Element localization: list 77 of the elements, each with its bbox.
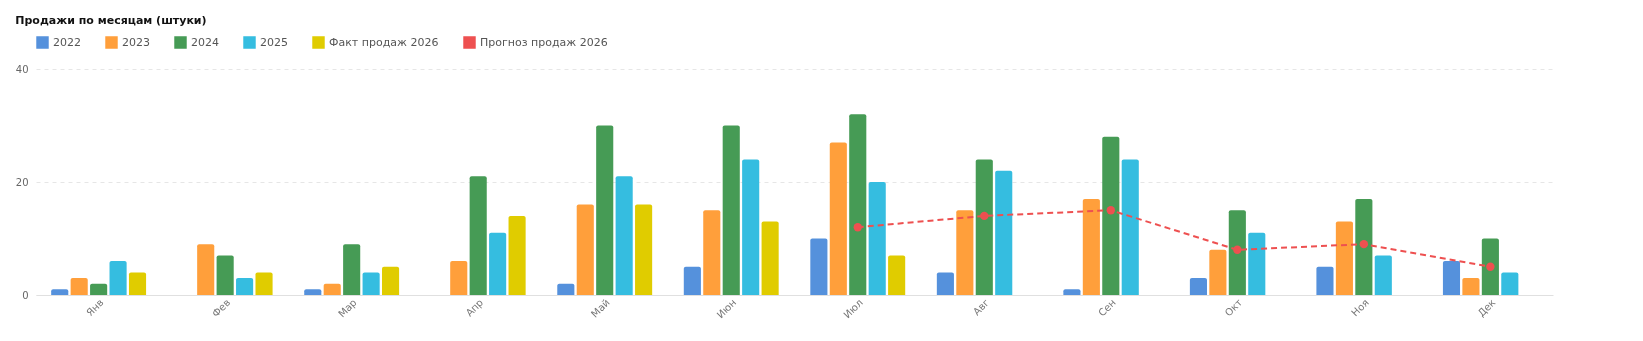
bar bbox=[995, 170, 1013, 295]
bar bbox=[635, 204, 653, 295]
y-tick-label: 40 bbox=[15, 63, 29, 75]
bar bbox=[888, 255, 906, 295]
bar bbox=[1335, 221, 1353, 295]
x-tick-label: Сен bbox=[1096, 296, 1118, 319]
x-tick-label: Мар bbox=[336, 296, 359, 320]
bar bbox=[382, 266, 400, 295]
bar bbox=[1121, 159, 1139, 295]
bar bbox=[703, 210, 721, 295]
legend-label: Прогноз продаж 2026 bbox=[480, 35, 608, 49]
bar bbox=[1063, 289, 1081, 295]
bar bbox=[1209, 249, 1227, 295]
x-tick-label: Янв bbox=[84, 296, 106, 319]
bar bbox=[557, 283, 575, 295]
x-tick-label: Авг bbox=[970, 296, 992, 318]
bar bbox=[742, 159, 760, 295]
bar bbox=[236, 278, 254, 295]
bar bbox=[1374, 255, 1392, 295]
bar bbox=[1248, 232, 1266, 295]
point bbox=[1233, 245, 1242, 254]
bar bbox=[489, 232, 507, 295]
legend-label: Факт продаж 2026 bbox=[329, 35, 439, 49]
x-tick-label: Апр bbox=[463, 296, 486, 319]
bar bbox=[1189, 278, 1207, 295]
legend-label: 2025 bbox=[260, 35, 288, 49]
x-tick-label: Окт bbox=[1222, 296, 1245, 319]
bar bbox=[1355, 198, 1373, 295]
bar bbox=[450, 261, 468, 295]
bar bbox=[722, 125, 740, 295]
bar bbox=[683, 266, 701, 295]
bar bbox=[323, 283, 341, 295]
bar bbox=[615, 176, 633, 295]
bar bbox=[362, 272, 380, 295]
bar bbox=[70, 278, 88, 295]
point bbox=[980, 211, 989, 221]
bar bbox=[849, 114, 867, 295]
legend-label: 2022 bbox=[53, 35, 81, 49]
bar bbox=[1442, 261, 1461, 295]
bar bbox=[1082, 198, 1100, 295]
bar bbox=[596, 125, 614, 295]
y-tick-label: 20 bbox=[15, 176, 29, 188]
bar bbox=[304, 289, 322, 295]
bar bbox=[343, 244, 361, 295]
chart-title: Продажи по месяцам (штуки) bbox=[15, 14, 207, 27]
legend-label: 2024 bbox=[191, 35, 219, 49]
bar bbox=[109, 261, 127, 295]
point bbox=[1106, 206, 1115, 215]
point bbox=[1486, 262, 1495, 271]
bar bbox=[90, 283, 108, 295]
bar bbox=[810, 238, 828, 295]
bar bbox=[829, 142, 847, 295]
bar bbox=[761, 221, 779, 295]
bar bbox=[51, 289, 69, 295]
bar bbox=[975, 159, 993, 295]
bar bbox=[868, 182, 886, 295]
point bbox=[1359, 239, 1369, 249]
bar bbox=[469, 176, 487, 295]
x-tick-label: Ноя bbox=[1349, 296, 1371, 319]
x-tick-label: Фев bbox=[209, 296, 233, 320]
y-tick-label: 0 bbox=[22, 289, 29, 301]
bar bbox=[1481, 238, 1499, 295]
bar bbox=[936, 272, 954, 295]
bar bbox=[1228, 210, 1246, 295]
bar bbox=[216, 255, 234, 295]
bar bbox=[255, 272, 273, 295]
bar bbox=[1316, 266, 1334, 295]
bar bbox=[1462, 278, 1480, 295]
bar bbox=[197, 244, 215, 295]
bar bbox=[128, 272, 147, 295]
bar bbox=[1501, 272, 1519, 295]
point bbox=[853, 223, 862, 232]
bar bbox=[956, 210, 974, 295]
bar bbox=[576, 204, 594, 295]
legend-label: 2023 bbox=[122, 35, 150, 49]
bar bbox=[1102, 136, 1120, 295]
bar bbox=[508, 215, 526, 295]
